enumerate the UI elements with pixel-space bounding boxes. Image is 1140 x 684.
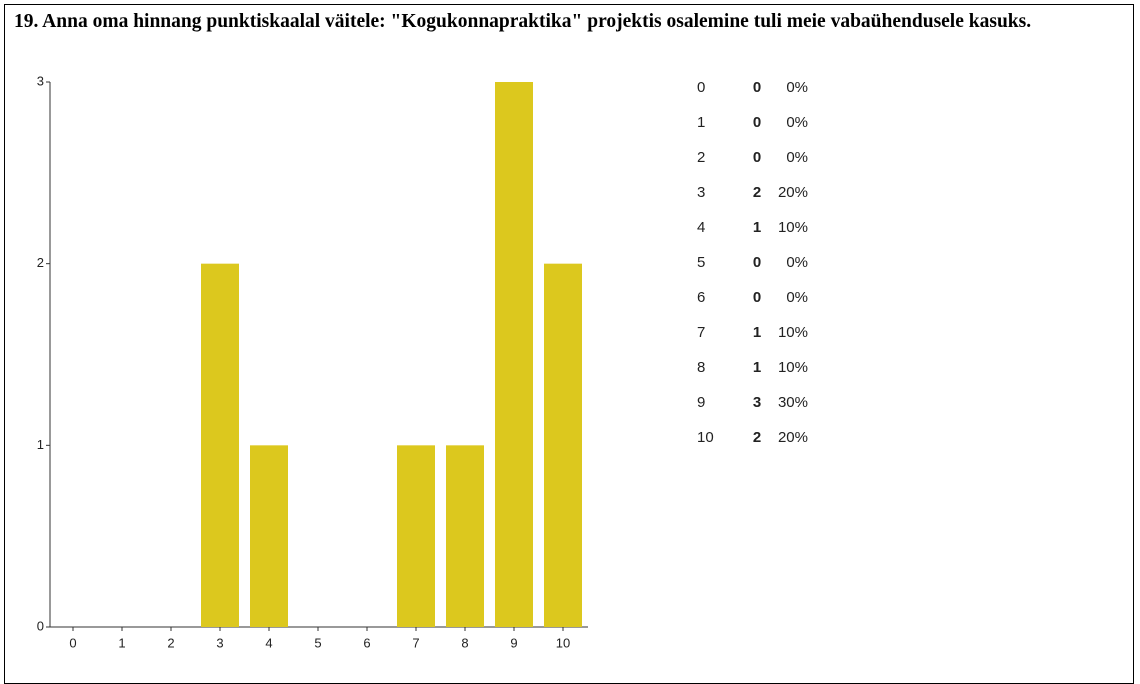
bar: [397, 445, 435, 627]
table-count: 0: [753, 149, 761, 166]
x-tick-label: 8: [461, 635, 468, 650]
table-percent: 10%: [778, 359, 808, 376]
table-count: 0: [753, 254, 761, 271]
table-category: 6: [697, 289, 705, 306]
bar: [201, 263, 239, 627]
x-tick-label: 3: [216, 635, 223, 650]
table-count: 0: [753, 289, 761, 306]
x-tick-label: 7: [412, 635, 419, 650]
table-category: 3: [697, 184, 705, 201]
table-category: 4: [697, 219, 705, 236]
x-tick-label: 10: [556, 635, 570, 650]
table-count: 1: [753, 219, 761, 236]
table-count: 1: [753, 359, 761, 376]
bar: [446, 445, 484, 627]
y-tick-label: 1: [37, 437, 44, 452]
table-category: 7: [697, 324, 705, 341]
table-category: 8: [697, 359, 705, 376]
table-count: 0: [753, 114, 761, 131]
table-percent: 0%: [786, 149, 808, 166]
chart-title: 19. Anna oma hinnang punktiskaalal väite…: [14, 11, 1032, 32]
table-percent: 10%: [778, 324, 808, 341]
table-percent: 30%: [778, 394, 808, 411]
table-category: 1: [697, 114, 705, 131]
bar: [544, 263, 582, 627]
x-tick-label: 2: [167, 635, 174, 650]
x-tick-label: 4: [265, 635, 272, 650]
table-percent: 20%: [778, 184, 808, 201]
table-category: 0: [697, 79, 705, 96]
table-percent: 10%: [778, 219, 808, 236]
x-tick-label: 5: [314, 635, 321, 650]
x-tick-label: 0: [69, 635, 76, 650]
x-tick-label: 9: [510, 635, 517, 650]
bar: [250, 445, 288, 627]
table-category: 9: [697, 394, 705, 411]
table-count: 2: [753, 184, 761, 201]
table-category: 2: [697, 149, 705, 166]
table-count: 3: [753, 394, 761, 411]
bar: [495, 82, 533, 627]
y-tick-label: 3: [37, 73, 44, 88]
table-count: 1: [753, 324, 761, 341]
table-percent: 20%: [778, 429, 808, 446]
table-category: 5: [697, 254, 705, 271]
table-percent: 0%: [786, 254, 808, 271]
table-category: 10: [697, 429, 714, 446]
table-percent: 0%: [786, 79, 808, 96]
table-count: 2: [753, 429, 761, 446]
y-tick-label: 0: [37, 618, 44, 633]
y-tick-label: 2: [37, 255, 44, 270]
table-percent: 0%: [786, 114, 808, 131]
x-tick-label: 6: [363, 635, 370, 650]
table-percent: 0%: [786, 289, 808, 306]
table-count: 0: [753, 79, 761, 96]
x-tick-label: 1: [118, 635, 125, 650]
